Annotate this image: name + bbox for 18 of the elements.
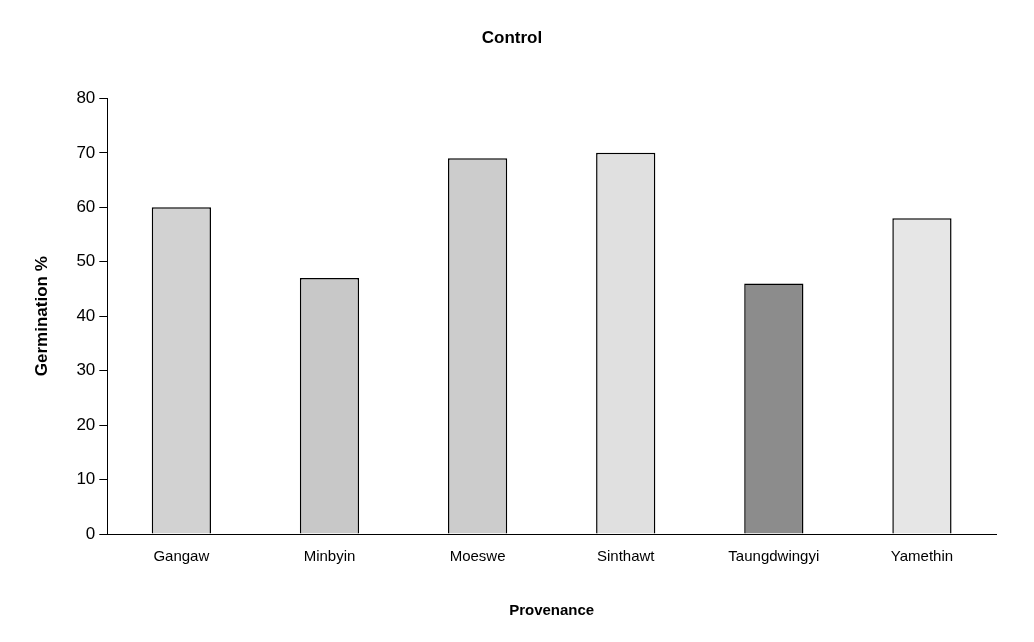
y-tick-label: 80 <box>76 88 96 108</box>
y-tick-label: 50 <box>76 251 96 271</box>
y-tick-label: 30 <box>76 360 96 380</box>
y-tick-label: 0 <box>85 523 96 543</box>
y-tick-label: 20 <box>76 414 96 434</box>
y-tick-label: 60 <box>76 196 96 216</box>
chart-title: Control <box>481 27 543 47</box>
x-tick-label: Moeswe <box>449 547 506 565</box>
x-tick-label: Taungdwingyi <box>728 547 820 565</box>
y-axis-title: Germination % <box>31 256 51 377</box>
x-axis-title: Provenance <box>509 601 595 619</box>
x-tick-label: Yamethin <box>890 547 954 565</box>
x-tick-label: Sinthawt <box>596 547 656 565</box>
y-tick-label: 40 <box>76 305 96 325</box>
y-tick-label: 70 <box>76 142 96 162</box>
x-tick-label: Minbyin <box>303 547 356 565</box>
x-tick-label: Gangaw <box>153 547 210 565</box>
y-tick-label: 10 <box>76 469 96 489</box>
